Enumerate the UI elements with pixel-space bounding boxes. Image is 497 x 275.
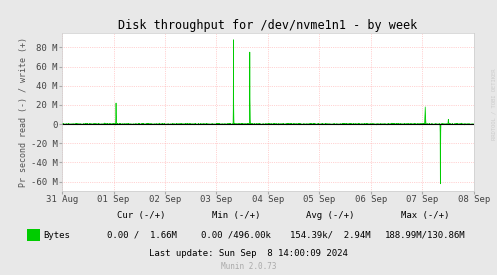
Text: 154.39k/  2.94M: 154.39k/ 2.94M <box>290 231 371 240</box>
Text: 188.99M/130.86M: 188.99M/130.86M <box>385 231 465 240</box>
Text: Avg (-/+): Avg (-/+) <box>306 211 355 220</box>
Text: Cur (-/+): Cur (-/+) <box>117 211 166 220</box>
Title: Disk throughput for /dev/nvme1n1 - by week: Disk throughput for /dev/nvme1n1 - by we… <box>118 19 417 32</box>
Text: Min (-/+): Min (-/+) <box>212 211 260 220</box>
Y-axis label: Pr second read (-) / write (+): Pr second read (-) / write (+) <box>19 37 28 187</box>
Text: Munin 2.0.73: Munin 2.0.73 <box>221 262 276 271</box>
Text: 0.00 /496.00k: 0.00 /496.00k <box>201 231 271 240</box>
Text: RRDTOOL / TOBI OETIKER: RRDTOOL / TOBI OETIKER <box>491 69 496 140</box>
Text: 0.00 /  1.66M: 0.00 / 1.66M <box>107 231 176 240</box>
Text: Bytes: Bytes <box>44 231 71 240</box>
Text: Last update: Sun Sep  8 14:00:09 2024: Last update: Sun Sep 8 14:00:09 2024 <box>149 249 348 258</box>
Text: Max (-/+): Max (-/+) <box>401 211 449 220</box>
